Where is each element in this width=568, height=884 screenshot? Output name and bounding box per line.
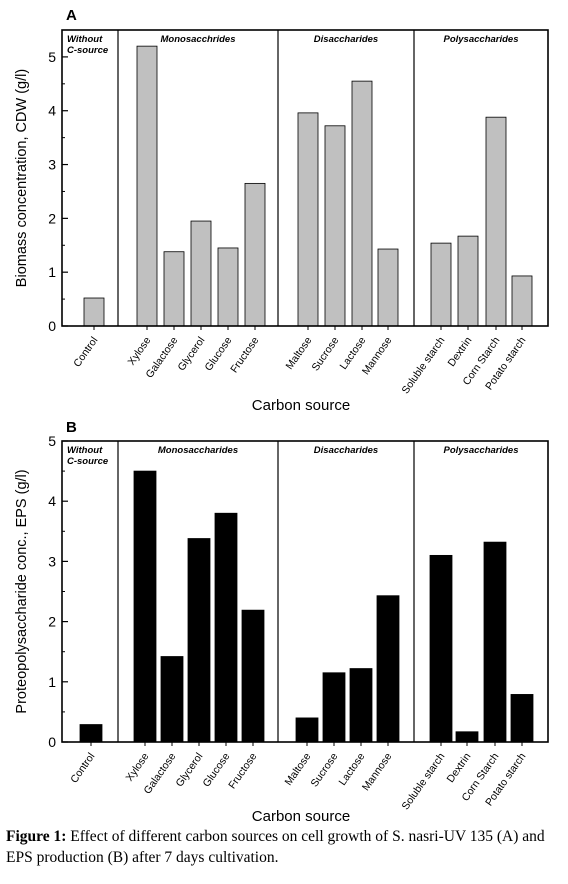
charta-bar	[190, 220, 212, 327]
charta-bar	[244, 182, 266, 327]
chartb-category-label: Soluble starch	[399, 751, 447, 813]
figure-caption: Figure 1: Effect of different carbon sou…	[6, 826, 562, 868]
chartb-bar	[376, 595, 400, 743]
charta-y-tick-label: 3	[48, 157, 56, 173]
chartb-bar	[322, 672, 346, 743]
chartb-bar	[429, 554, 453, 743]
charta-group-label: Polysaccharides	[444, 34, 519, 45]
chartb-bar	[295, 717, 319, 743]
charta-group-label: Without	[67, 34, 103, 45]
chartb-y-tick-label: 3	[48, 553, 56, 569]
chartb-bar	[160, 656, 184, 743]
charta-bar	[83, 297, 105, 327]
charta-panel-label: A	[66, 7, 77, 24]
chartb-group-label: Without	[67, 445, 103, 456]
chartb-bar	[455, 731, 479, 743]
chartb-group-label: Monosaccharides	[158, 445, 238, 456]
charta-bar	[457, 235, 479, 327]
charta-bar	[485, 116, 507, 327]
chartb-bar	[133, 470, 157, 743]
charta-bar	[511, 275, 533, 327]
chartb-y-tick-label: 4	[48, 493, 56, 509]
chartb-bar	[241, 609, 265, 743]
charta-x-axis-label: Carbon source	[252, 397, 350, 414]
chartb-y-axis-label: Proteopolysaccharide conc., EPS (g/l)	[14, 469, 30, 713]
chartb-y-tick-label: 2	[48, 614, 56, 630]
chartb-category-label: Control	[68, 751, 97, 786]
charta-y-tick-label: 4	[48, 103, 56, 119]
chartb-bar	[187, 538, 211, 743]
chartb-x-axis-label: Carbon source	[252, 808, 350, 825]
charta-y-tick-label: 1	[48, 264, 56, 280]
charta-category-label: Fructose	[228, 335, 261, 375]
chartb-category-label: Sucrose	[309, 751, 341, 790]
charta-bar	[297, 112, 319, 327]
charta-y-tick-label: 2	[48, 210, 56, 226]
charta-category-label: Xylose	[126, 335, 154, 368]
charta-bar	[217, 247, 239, 327]
charta-bar	[163, 251, 185, 327]
chartb-y-tick-label: 5	[48, 433, 56, 449]
chartb-y-tick-label: 0	[48, 734, 56, 750]
charta-y-tick-label: 0	[48, 318, 56, 334]
chartb-category-label: Xylose	[124, 751, 152, 784]
chartb-category-label: Fructose	[226, 751, 259, 791]
chartb-group-label: Polysaccharides	[444, 445, 519, 456]
charta-y-tick-label: 5	[48, 49, 56, 65]
charta-bar	[324, 125, 346, 327]
chartb-bar	[214, 512, 238, 743]
charta-bar	[430, 242, 452, 327]
charta-bar	[351, 80, 373, 327]
charta-category-label: Dextrin	[446, 335, 475, 369]
caption-prefix: Figure 1:	[6, 828, 67, 845]
charta-plot-frame	[61, 29, 549, 327]
chartb-panel-label: B	[66, 419, 77, 436]
charta-bar	[136, 45, 158, 327]
chartb-bar	[510, 694, 534, 743]
charta-category-label: Soluble starch	[399, 335, 447, 397]
chartb-category-label: Dextrin	[445, 751, 474, 785]
charta-group-label: Monosacchrides	[161, 34, 236, 45]
charta-bar	[377, 248, 399, 327]
charta-group-label: C-source	[67, 45, 109, 56]
chartb-group-label: Disaccharides	[314, 445, 378, 456]
chartb-bar	[483, 541, 507, 743]
charta-group-label: Disaccharides	[314, 34, 378, 45]
charta-y-axis-label: Biomass concentration, CDW (g/l)	[14, 69, 30, 287]
caption-text: Effect of different carbon sources on ce…	[6, 828, 545, 866]
chartb-bar	[349, 668, 373, 743]
charta-category-label: Sucrose	[310, 335, 342, 374]
chartb-bar	[79, 724, 103, 743]
chartb-group-label: C-source	[67, 456, 109, 467]
chartb-y-tick-label: 1	[48, 674, 56, 690]
charta-category-label: Control	[71, 335, 100, 370]
